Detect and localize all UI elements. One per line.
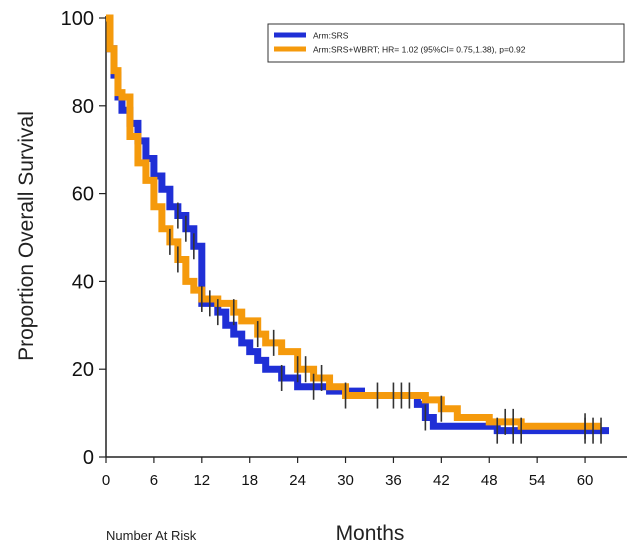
censor-marks	[169, 202, 602, 444]
y-tick-label: 60	[72, 184, 94, 206]
x-tick-label: 30	[337, 472, 354, 489]
y-tick-label: 0	[83, 447, 94, 469]
axes	[105, 16, 627, 458]
y-axis-label: Proportion Overall Survival	[15, 111, 38, 361]
x-tick-label: 54	[529, 472, 546, 489]
legend-box	[267, 23, 625, 63]
x-tick-label: 36	[385, 472, 402, 489]
y-tick-label: 40	[72, 271, 94, 293]
x-tick-label: 12	[193, 472, 210, 489]
tick-labels: 0 6 12 18 24 30 36 42 48 54 60 0 20 40 60 80 100	[61, 8, 594, 489]
x-tick-label: 42	[433, 472, 450, 489]
series-line-srs-wbrt	[106, 14, 602, 430]
x-tick-label: 18	[241, 472, 258, 489]
y-tick-label: 80	[72, 96, 94, 118]
x-tick-label: 24	[289, 472, 306, 489]
x-axis-label: Months	[336, 522, 405, 543]
number-at-risk-label: Number At Risk	[106, 528, 197, 543]
x-tick-label: 60	[577, 472, 594, 489]
y-tick-label: 20	[72, 359, 94, 381]
x-tick-label: 48	[481, 472, 498, 489]
series-lines	[106, 14, 610, 435]
y-tick-label: 100	[61, 8, 94, 30]
series-line-srs	[106, 14, 610, 435]
x-tick-label: 6	[150, 472, 158, 489]
legend-entry: Arm:SRS+WBRT; HR= 1.02 (95%CI= 0.75,1.38…	[313, 45, 526, 55]
legend-entry: Arm:SRS	[313, 31, 349, 41]
x-tick-label: 0	[102, 472, 110, 489]
legend: Arm:SRS Arm:SRS+WBRT; HR= 1.02 (95%CI= 0.…	[267, 23, 625, 63]
